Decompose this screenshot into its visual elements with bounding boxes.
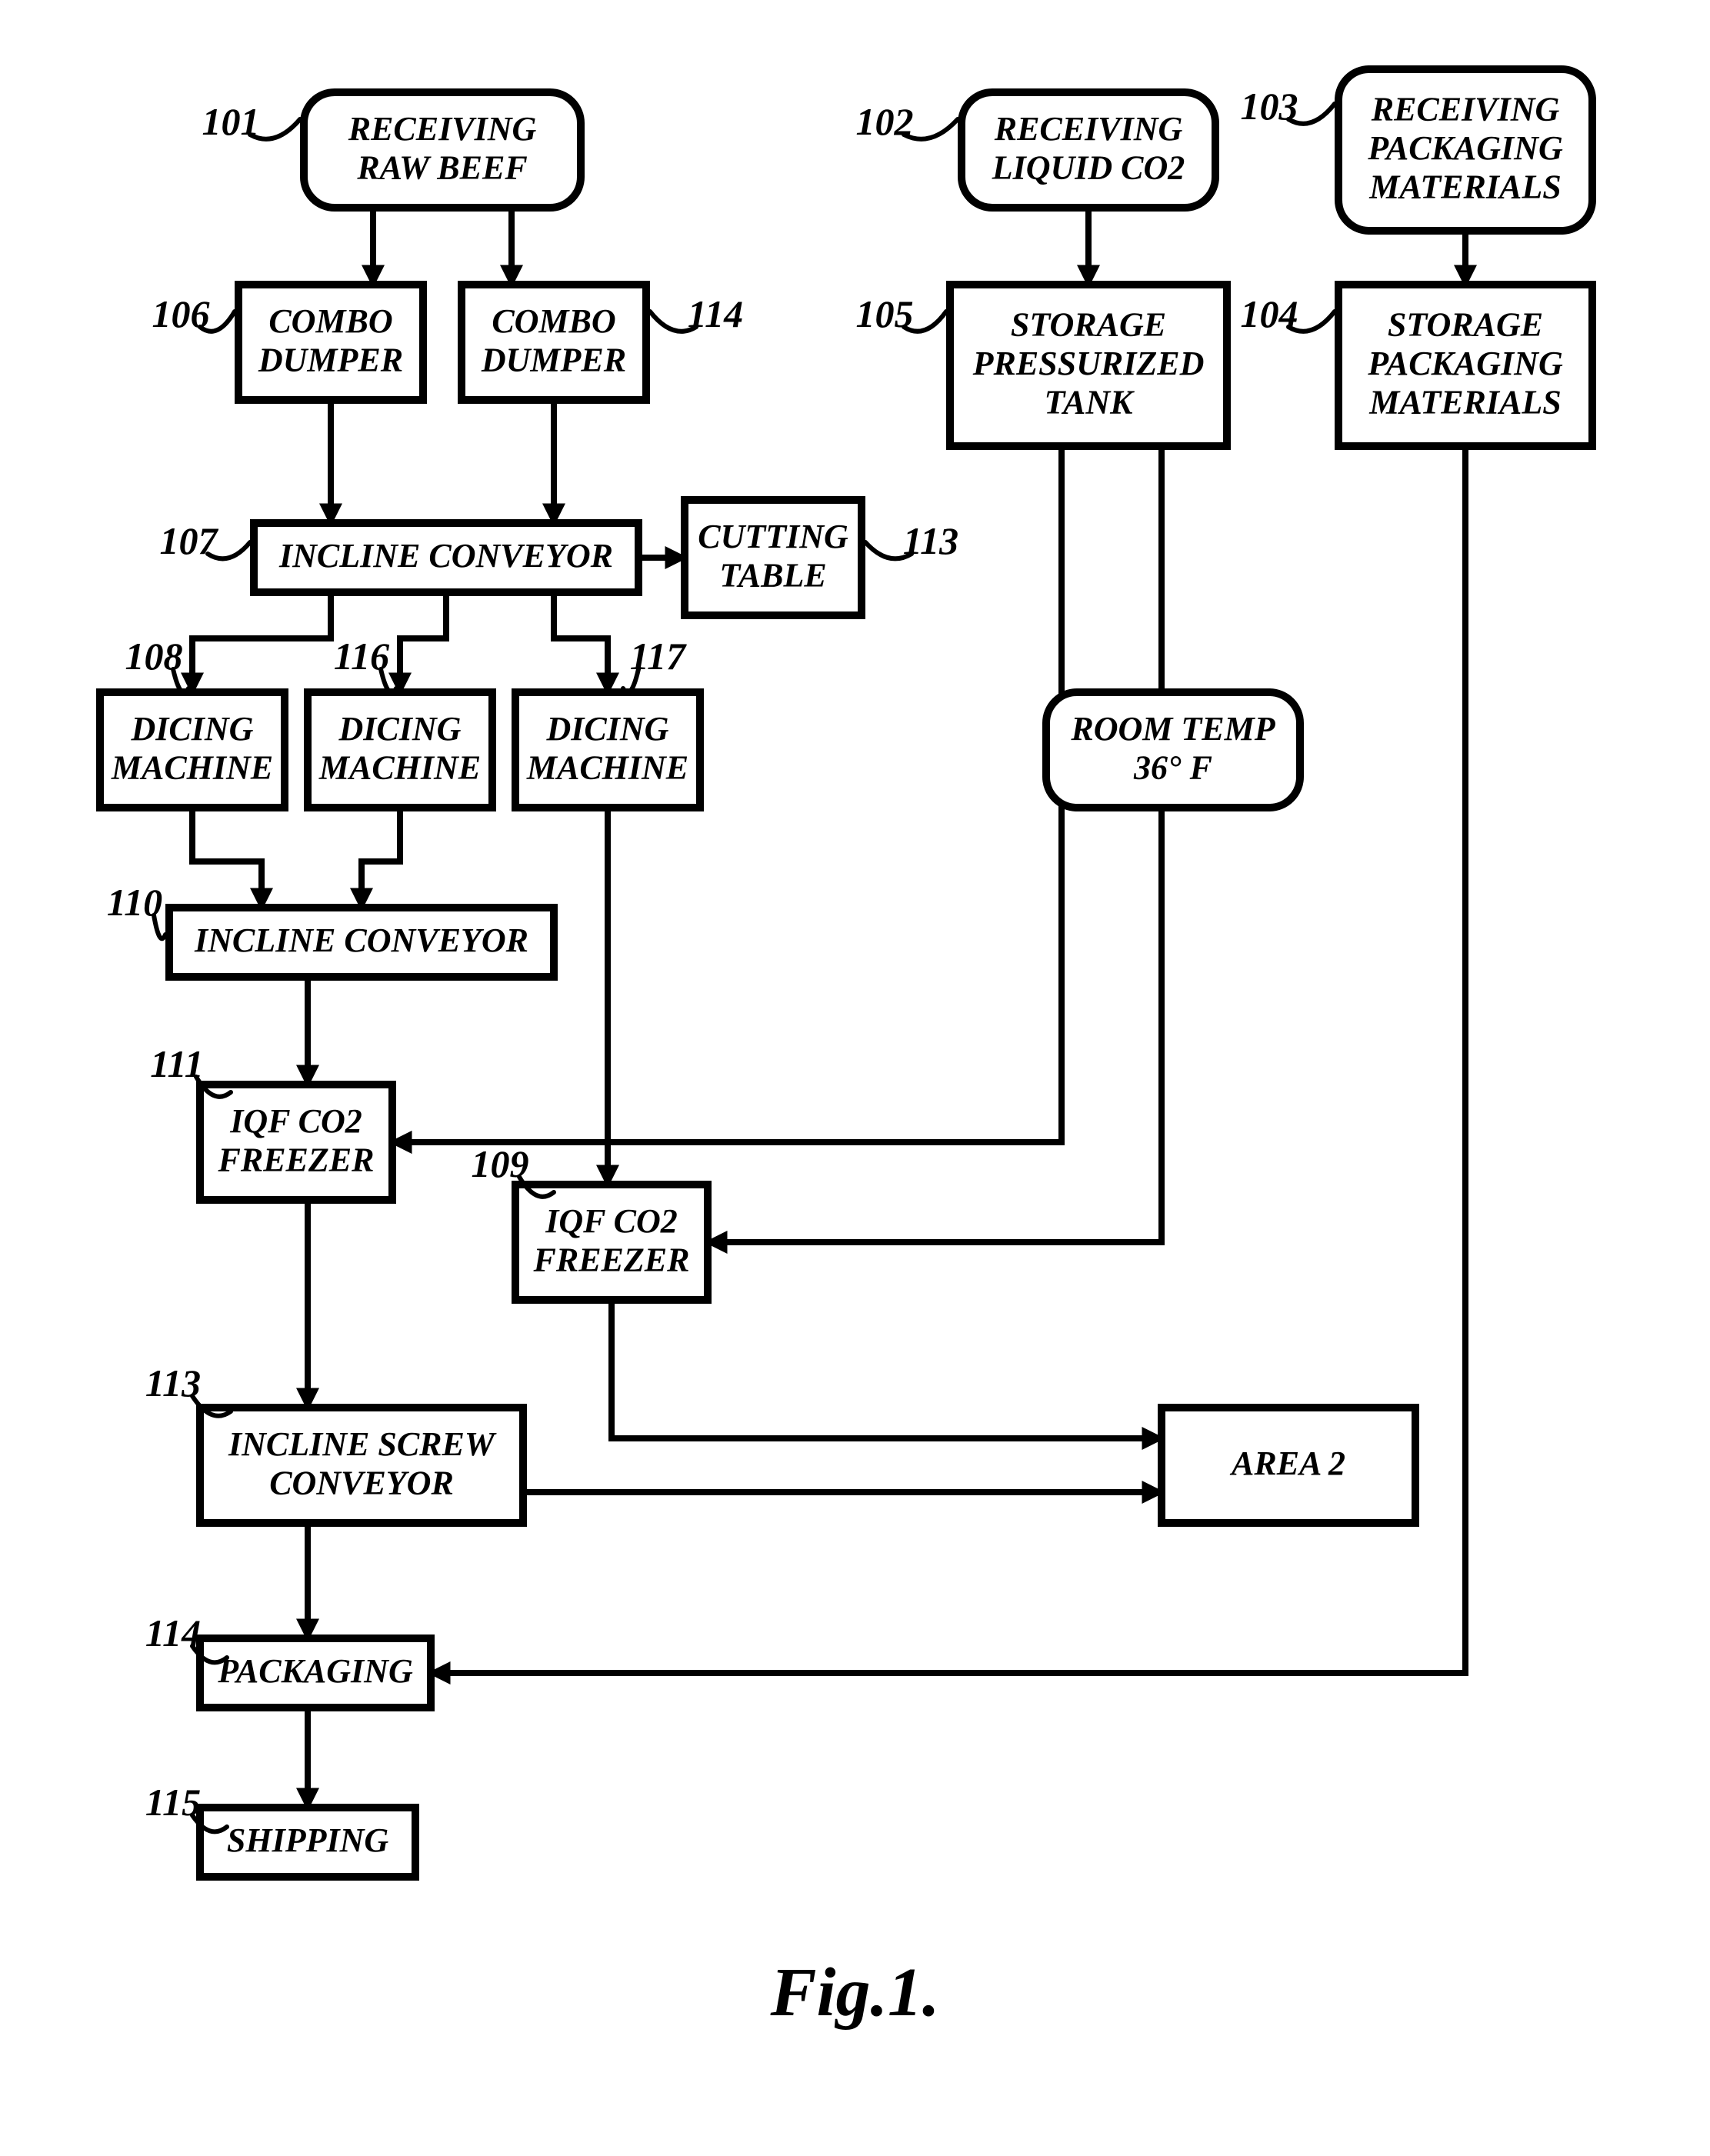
node-n103: RECEIVINGPACKAGINGMATERIALS bbox=[1338, 69, 1592, 231]
node-label: STORAGE bbox=[1388, 306, 1543, 344]
node-label: DUMPER bbox=[481, 341, 626, 378]
node-label: AREA 2 bbox=[1229, 1445, 1345, 1482]
node-label: CONVEYOR bbox=[269, 1464, 454, 1501]
edge bbox=[362, 808, 400, 908]
node-label: MACHINE bbox=[318, 748, 481, 786]
node-label: PRESSURIZED bbox=[972, 345, 1205, 382]
nodes-layer: RECEIVINGRAW BEEFRECEIVINGLIQUID CO2RECE… bbox=[100, 69, 1592, 1877]
node-n117: DICINGMACHINE bbox=[515, 692, 700, 808]
node-n108: DICINGMACHINE bbox=[100, 692, 285, 808]
ref-number: 105 bbox=[856, 292, 914, 335]
node-label: FREEZER bbox=[218, 1141, 375, 1178]
ref-number: 111 bbox=[150, 1042, 203, 1085]
node-n106: COMBODUMPER bbox=[238, 285, 423, 400]
node-label: PACKAGING bbox=[1367, 345, 1563, 382]
node-n113b: INCLINE SCREWCONVEYOR bbox=[200, 1408, 523, 1523]
node-n113a: CUTTINGTABLE bbox=[685, 500, 862, 615]
node-label: MACHINE bbox=[526, 748, 688, 786]
node-label: PACKAGING bbox=[217, 1652, 413, 1690]
ref-110: 110 bbox=[107, 881, 165, 938]
edge bbox=[192, 592, 331, 692]
flowchart-diagram: RECEIVINGRAW BEEFRECEIVINGLIQUID CO2RECE… bbox=[0, 0, 1710, 2156]
ref-number: 113 bbox=[903, 519, 958, 562]
ref-number: 113 bbox=[145, 1361, 201, 1405]
ref-116: 116 bbox=[334, 635, 396, 692]
node-label: TANK bbox=[1045, 384, 1135, 422]
node-label: IQF CO2 bbox=[229, 1102, 362, 1140]
node-label: SHIPPING bbox=[227, 1821, 388, 1859]
node-n114a: COMBODUMPER bbox=[462, 285, 646, 400]
ref-number: 110 bbox=[107, 881, 162, 924]
node-label: TABLE bbox=[719, 556, 826, 594]
node-label: DICING bbox=[546, 710, 669, 748]
node-label: CUTTING bbox=[698, 518, 848, 555]
ref-number: 106 bbox=[152, 292, 210, 335]
node-label: FREEZER bbox=[533, 1241, 690, 1278]
ref-number: 104 bbox=[1241, 292, 1298, 335]
node-label: MACHINE bbox=[111, 748, 273, 786]
ref-number: 109 bbox=[472, 1142, 529, 1185]
ref-113: 113 bbox=[865, 519, 958, 562]
node-n114b: PACKAGING bbox=[200, 1638, 431, 1708]
ref-104: 104 bbox=[1241, 292, 1335, 335]
edge bbox=[554, 592, 608, 692]
ref-number: 103 bbox=[1241, 85, 1298, 128]
node-label: ROOM TEMP bbox=[1070, 710, 1275, 748]
node-label: INCLINE CONVEYOR bbox=[194, 921, 528, 959]
ref-number: 116 bbox=[334, 635, 389, 678]
node-n111: IQF CO2FREEZER bbox=[200, 1085, 392, 1200]
ref-102: 102 bbox=[856, 100, 958, 143]
node-label: RECEIVING bbox=[994, 110, 1183, 148]
node-label: IQF CO2 bbox=[545, 1202, 678, 1240]
ref-103: 103 bbox=[1241, 85, 1335, 128]
node-label: LIQUID CO2 bbox=[992, 148, 1185, 186]
node-label: PACKAGING bbox=[1367, 129, 1563, 167]
edge bbox=[192, 808, 262, 908]
ref-number: 108 bbox=[125, 635, 183, 678]
node-n101: RECEIVINGRAW BEEF bbox=[304, 92, 581, 208]
node-label: MATERIALS bbox=[1368, 384, 1561, 422]
figure-label: Fig.1. bbox=[769, 1954, 939, 2031]
node-label: DUMPER bbox=[258, 341, 403, 378]
node-n105: STORAGEPRESSURIZEDTANK bbox=[950, 285, 1227, 446]
node-label: INCLINE SCREW bbox=[228, 1425, 497, 1463]
node-label: COMBO bbox=[268, 302, 392, 340]
node-label: MATERIALS bbox=[1368, 168, 1561, 206]
ref-number: 117 bbox=[630, 635, 687, 678]
node-n104: STORAGEPACKAGINGMATERIALS bbox=[1338, 285, 1592, 446]
node-n102: RECEIVINGLIQUID CO2 bbox=[962, 92, 1215, 208]
ref-106: 106 bbox=[152, 292, 235, 335]
ref-101: 101 bbox=[202, 100, 301, 143]
ref-107: 107 bbox=[160, 519, 251, 562]
edges-layer bbox=[192, 208, 1465, 1808]
node-label: INCLINE CONVEYOR bbox=[278, 537, 613, 575]
ref-number: 101 bbox=[202, 100, 260, 143]
node-label: COMBO bbox=[492, 302, 615, 340]
node-n116: DICINGMACHINE bbox=[308, 692, 492, 808]
node-label: RECEIVING bbox=[348, 110, 537, 148]
node-label: RAW BEEF bbox=[356, 148, 527, 186]
node-n115: SHIPPING bbox=[200, 1808, 415, 1877]
node-n110: INCLINE CONVEYOR bbox=[169, 908, 554, 977]
ref-number: 114 bbox=[145, 1611, 201, 1654]
node-label: DICING bbox=[338, 710, 462, 748]
edge bbox=[400, 592, 446, 692]
node-nroom: ROOM TEMP36° F bbox=[1046, 692, 1300, 808]
node-n107: INCLINE CONVEYOR bbox=[254, 523, 638, 592]
ref-number: 102 bbox=[856, 100, 914, 143]
node-label: STORAGE bbox=[1011, 306, 1166, 344]
node-label: 36° F bbox=[1133, 748, 1212, 786]
ref-105: 105 bbox=[856, 292, 947, 335]
node-label: RECEIVING bbox=[1371, 91, 1560, 128]
ref-number: 114 bbox=[688, 292, 743, 335]
ref-number: 107 bbox=[160, 519, 219, 562]
ref-number: 115 bbox=[145, 1781, 201, 1824]
node-n109: IQF CO2FREEZER bbox=[515, 1185, 708, 1300]
ref-114: 114 bbox=[650, 292, 743, 335]
ref-108: 108 bbox=[125, 635, 189, 692]
edge bbox=[612, 1300, 1162, 1438]
node-label: DICING bbox=[131, 710, 254, 748]
node-narea2: AREA 2 bbox=[1162, 1408, 1415, 1523]
ref-117: 117 bbox=[623, 635, 687, 692]
